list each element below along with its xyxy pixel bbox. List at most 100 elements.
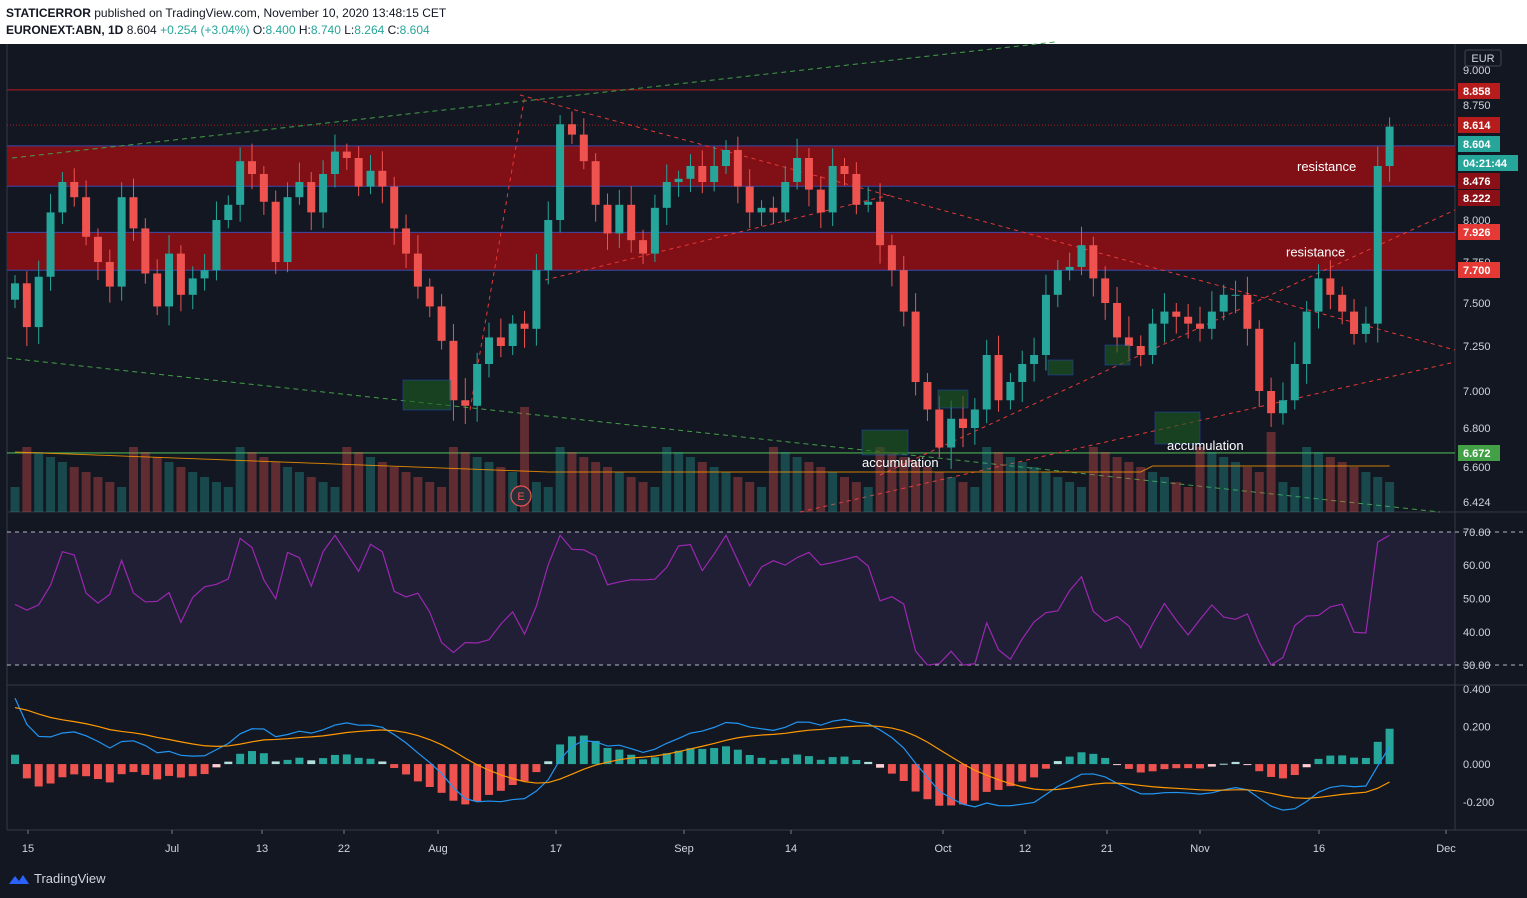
volume-bar	[674, 452, 684, 512]
macd-histogram-bar	[1385, 728, 1394, 765]
ohlc-line: EURONEXT:ABN, 1D 8.604 +0.254 (+3.04%) O…	[6, 23, 430, 37]
macd-histogram-bar	[1361, 757, 1370, 765]
macd-histogram-bar	[461, 764, 470, 805]
candle-body	[864, 201, 873, 205]
macd-histogram-bar	[1184, 764, 1193, 769]
macd-histogram-bar	[437, 764, 446, 793]
candle-body	[1101, 278, 1110, 303]
volume-bar	[1373, 477, 1383, 512]
macd-histogram-bar	[722, 746, 730, 765]
volume-bar	[721, 472, 731, 512]
macd-histogram-bar	[1326, 755, 1335, 765]
macd-histogram-bar	[1231, 761, 1240, 765]
tradingview-logo[interactable]: TradingView	[8, 871, 106, 886]
currency-box	[1464, 49, 1502, 67]
x-tick-label: Nov	[1190, 843, 1210, 855]
resistance-zone	[7, 145, 1455, 187]
volume-bar	[614, 472, 624, 512]
macd-histogram-bar	[283, 759, 292, 765]
price-label-tag	[1458, 224, 1500, 240]
rising-trendline-2	[879, 209, 1456, 476]
descending-trendline	[519, 94, 1456, 351]
candle-body	[935, 409, 944, 448]
candle-body	[1124, 337, 1133, 346]
x-tick-label: Aug	[428, 843, 448, 855]
candle-body	[745, 186, 754, 213]
macd-histogram-bar	[745, 754, 754, 765]
candle-body	[994, 355, 1003, 401]
candle-body	[520, 323, 529, 329]
candle-body	[615, 204, 624, 234]
candle-body	[662, 182, 671, 208]
symbol-label[interactable]: EURONEXT:ABN, 1D	[6, 23, 124, 37]
candle-body	[82, 197, 91, 237]
footer-bar	[0, 862, 1527, 898]
volume-bar	[745, 482, 755, 512]
volume-bar	[46, 457, 56, 512]
price-tick-label: 7.500	[1463, 298, 1491, 310]
macd-histogram-bar	[1018, 764, 1027, 782]
candle-body	[402, 228, 411, 254]
candle-body	[70, 182, 79, 198]
volume-bar	[354, 452, 364, 512]
macd-histogram-bar	[1077, 752, 1086, 765]
macd-histogram-bar	[413, 764, 422, 782]
macd-histogram-bar	[698, 748, 707, 765]
price-tick-label: 6.800	[1463, 423, 1491, 435]
price-tick-label: 7.250	[1463, 341, 1491, 353]
candle-body	[319, 174, 328, 213]
volume-bar	[437, 487, 447, 512]
x-tick-label: 14	[785, 843, 797, 855]
macd-histogram-bar	[959, 764, 967, 805]
macd-histogram-bar	[816, 759, 825, 765]
candle-body	[710, 166, 719, 182]
macd-histogram-bar	[307, 760, 316, 765]
volume-bar	[448, 447, 458, 512]
macd-histogram-bar	[674, 750, 683, 765]
macd-histogram-bar	[93, 764, 102, 780]
macd-histogram-bar	[1006, 764, 1015, 787]
macd-histogram-bar	[319, 758, 328, 765]
macd-histogram-bar	[11, 754, 19, 765]
macd-histogram-bar	[1041, 764, 1050, 769]
volume-bar	[709, 467, 719, 512]
candle-body	[650, 207, 659, 254]
macd-histogram-bar	[970, 764, 979, 801]
candle-body	[212, 220, 221, 271]
x-tick-label: Dec	[1436, 843, 1456, 855]
macd-histogram-bar	[378, 761, 387, 765]
x-tick-label: 13	[256, 843, 268, 855]
volume-bar	[531, 482, 541, 512]
x-tick-label: 12	[1019, 843, 1031, 855]
chart-header: STATICERROR published on TradingView.com…	[0, 0, 1527, 44]
price-label-tag	[1458, 445, 1500, 461]
chart-canvas[interactable]: resistance resistance accumulation accumula…	[0, 0, 1527, 862]
candle-body	[461, 400, 470, 406]
publisher-name[interactable]: STATICERROR	[6, 6, 91, 20]
candle-body	[496, 337, 505, 346]
volume-bar	[934, 472, 944, 512]
macd-histogram-bar	[544, 761, 553, 765]
candle-body	[757, 207, 766, 213]
volume-bar	[780, 452, 790, 512]
volume-bar	[816, 467, 826, 512]
volume-bar	[1065, 482, 1075, 512]
volume-bar	[1005, 457, 1015, 512]
volume-bar	[994, 452, 1004, 512]
candle-body	[1338, 294, 1347, 312]
volume-bar	[496, 467, 506, 512]
volume-bar	[840, 477, 849, 512]
macd-histogram-bar	[248, 751, 256, 765]
candle-body	[1219, 294, 1228, 312]
candle-body	[449, 340, 458, 401]
candle-body	[153, 273, 162, 307]
macd-signal-line	[14, 707, 1390, 799]
macd-histogram-bar	[650, 757, 659, 765]
price-tick-label: 9.000	[1463, 65, 1491, 77]
macd-histogram-bar	[485, 764, 493, 795]
volume-bar	[484, 462, 494, 512]
volume-bar	[1077, 487, 1086, 512]
candle-body	[793, 158, 802, 182]
x-tick-label: 16	[1313, 843, 1325, 855]
candle-body	[1267, 391, 1276, 414]
